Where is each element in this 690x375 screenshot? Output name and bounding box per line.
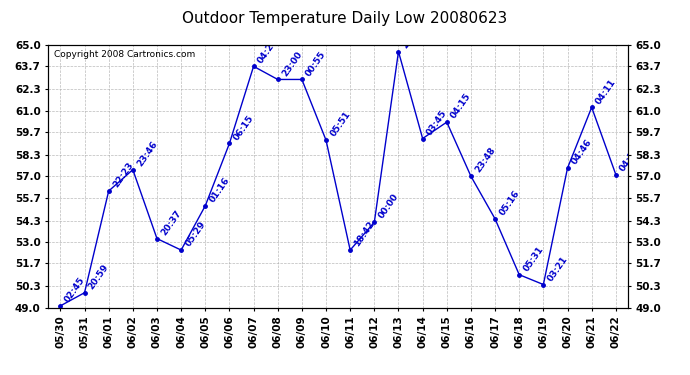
Text: 04:24: 04:24 [256, 36, 280, 64]
Text: 18:42: 18:42 [353, 220, 377, 248]
Text: 20:37: 20:37 [159, 209, 183, 237]
Text: 06:15: 06:15 [232, 113, 255, 142]
Text: 05:29: 05:29 [184, 220, 207, 248]
Text: 01:16: 01:16 [208, 176, 231, 204]
Text: 23:46: 23:46 [135, 140, 159, 168]
Text: 03:45: 03:45 [425, 108, 449, 137]
Text: 23:00: 23:00 [280, 50, 304, 78]
Text: 23:48: 23:48 [473, 146, 497, 175]
Text: 22:23: 22:23 [111, 161, 135, 189]
Text: 05:16: 05:16 [497, 189, 521, 217]
Text: 04:15: 04:15 [449, 92, 473, 120]
Text: Copyright 2008 Cartronics.com: Copyright 2008 Cartronics.com [54, 50, 195, 59]
Text: 23:55: 23:55 [401, 21, 424, 50]
Text: 03:21: 03:21 [546, 254, 569, 283]
Text: 00:00: 00:00 [377, 192, 400, 220]
Text: 04:11: 04:11 [594, 77, 618, 106]
Text: 02:45: 02:45 [63, 276, 86, 304]
Text: 04:46: 04:46 [570, 138, 594, 166]
Text: 20:59: 20:59 [87, 262, 110, 291]
Text: Outdoor Temperature Daily Low 20080623: Outdoor Temperature Daily Low 20080623 [182, 11, 508, 26]
Text: 05:51: 05:51 [328, 110, 352, 138]
Text: 00:55: 00:55 [304, 50, 328, 78]
Text: 05:31: 05:31 [522, 244, 545, 273]
Text: 04:53: 04:53 [618, 144, 642, 173]
